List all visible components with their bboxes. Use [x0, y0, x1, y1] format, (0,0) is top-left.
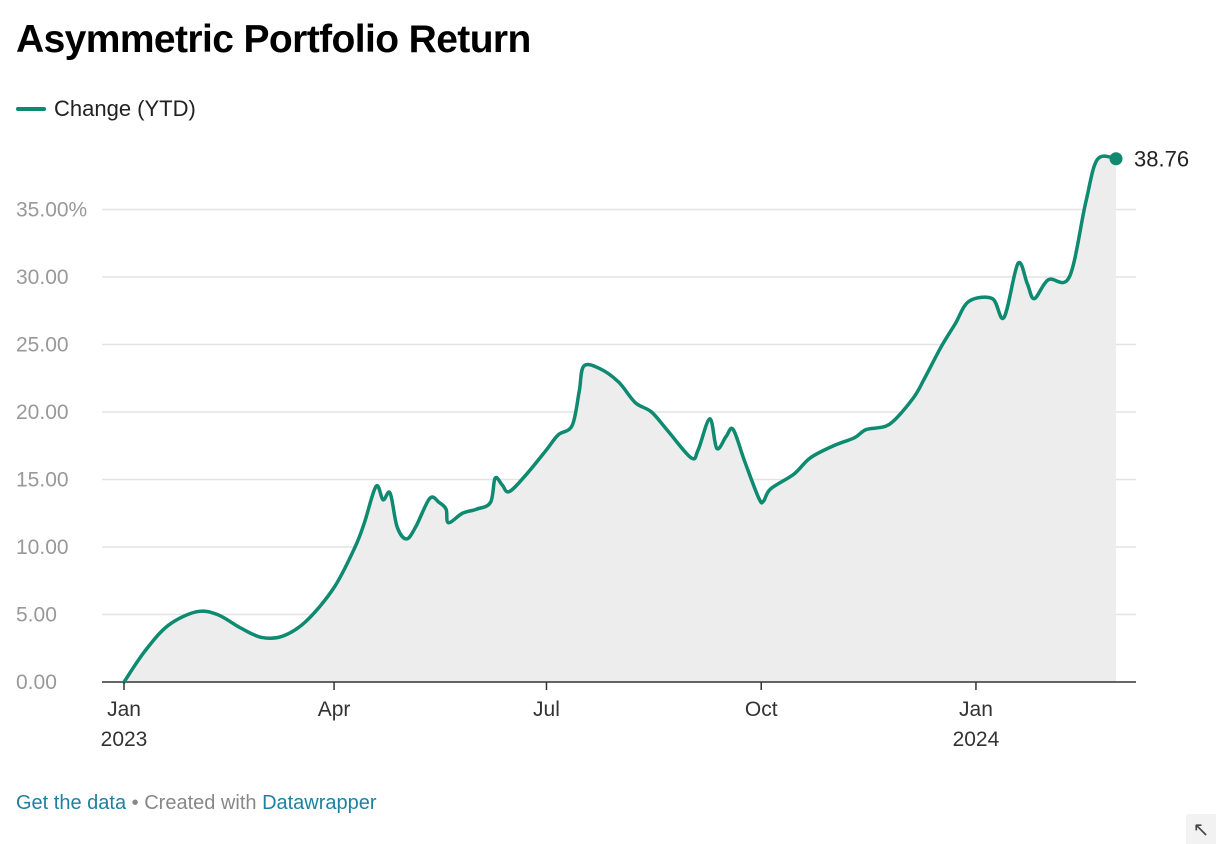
y-tick-label: 35.00%	[16, 199, 87, 222]
x-tick-label: Apr	[318, 698, 351, 721]
y-tick-label: 10.00	[16, 536, 69, 559]
x-tick-year-label: 2024	[953, 728, 1000, 751]
y-tick-label: 25.00	[16, 334, 69, 357]
chart-canvas: 0.00 5.00 10.00 15.00 20.00 25.00 30.00 35.00% 3…	[16, 147, 1189, 751]
x-tick-label: Jan	[959, 698, 993, 721]
series-line	[122, 154, 1118, 684]
legend-swatch	[16, 107, 46, 111]
x-tick-year-label: 2023	[101, 728, 148, 751]
x-tick-label: Jan	[107, 698, 141, 721]
created-with-text: Created with	[144, 792, 257, 814]
end-value-label: 38.76	[1134, 147, 1189, 172]
datawrapper-link[interactable]: Datawrapper	[262, 792, 377, 814]
footer-separator: •	[131, 792, 139, 814]
x-tick-label: Jul	[533, 698, 560, 721]
y-tick-label: 30.00	[16, 266, 69, 289]
y-tick-label: 0.00	[16, 671, 57, 694]
area-fill	[124, 156, 1116, 682]
y-tick-label: 15.00	[16, 469, 69, 492]
footer: Get the data • Created with Datawrapper	[16, 792, 377, 815]
legend: Change (YTD)	[16, 96, 196, 122]
y-tick-label: 5.00	[16, 604, 57, 627]
end-point-marker	[1109, 152, 1123, 166]
y-tick-label: 20.00	[16, 401, 69, 424]
chart-title: Asymmetric Portfolio Return	[16, 18, 531, 61]
x-tick-label: Oct	[745, 698, 778, 721]
get-the-data-link[interactable]: Get the data	[16, 792, 127, 814]
resize-icon[interactable]: ↖	[1186, 814, 1216, 844]
legend-label: Change (YTD)	[54, 96, 196, 121]
